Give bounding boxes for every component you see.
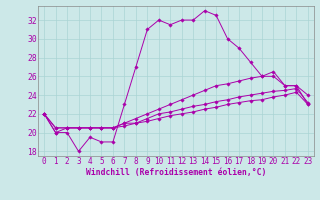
- X-axis label: Windchill (Refroidissement éolien,°C): Windchill (Refroidissement éolien,°C): [86, 168, 266, 177]
